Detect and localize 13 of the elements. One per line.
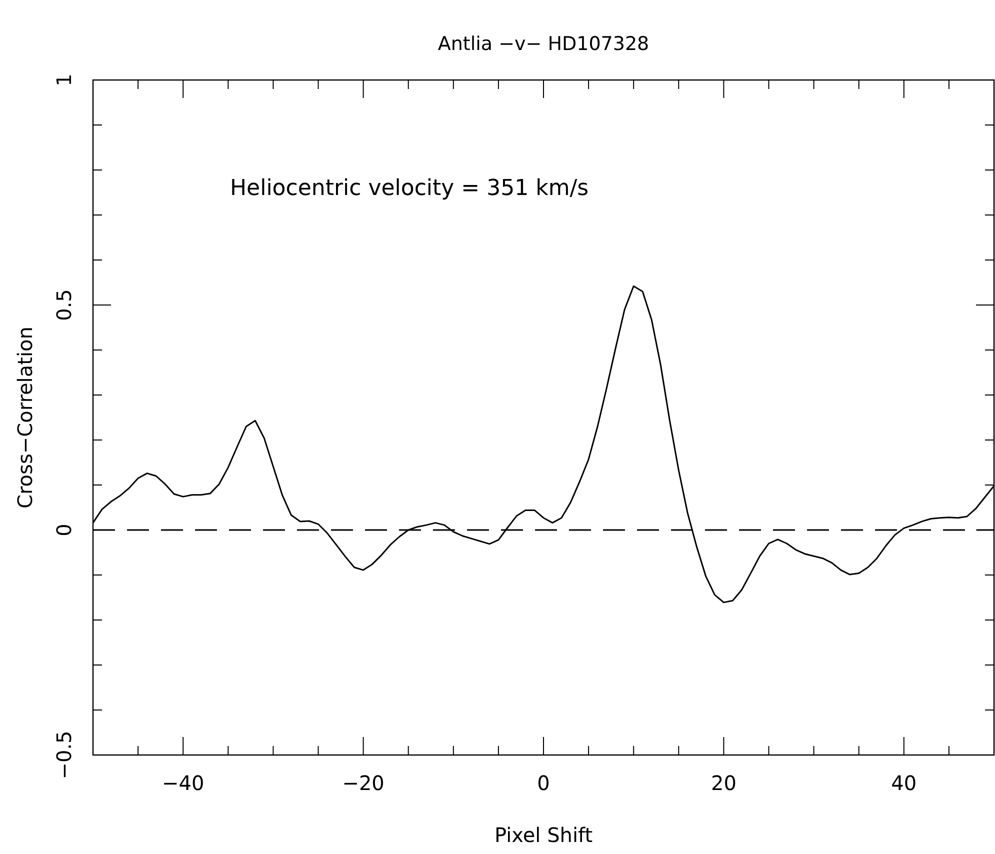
- chart-title: Antlia −v− HD107328: [438, 33, 650, 55]
- y-tick-label: 0.5: [52, 289, 76, 321]
- x-tick-label: 40: [891, 771, 917, 795]
- x-axis-title: Pixel Shift: [494, 823, 593, 847]
- y-tick-label: −0.5: [52, 730, 76, 780]
- y-tick-label: 1: [52, 74, 76, 86]
- annotation: Heliocentric velocity = 351 km/s: [230, 176, 589, 201]
- y-tick-label: 0: [52, 524, 76, 536]
- x-tick-label: −40: [162, 771, 204, 795]
- y-axis-title: Cross−Correlation: [13, 326, 37, 508]
- x-tick-label: 20: [710, 771, 736, 795]
- x-tick-label: 0: [537, 771, 550, 795]
- x-tick-label: −20: [342, 771, 384, 795]
